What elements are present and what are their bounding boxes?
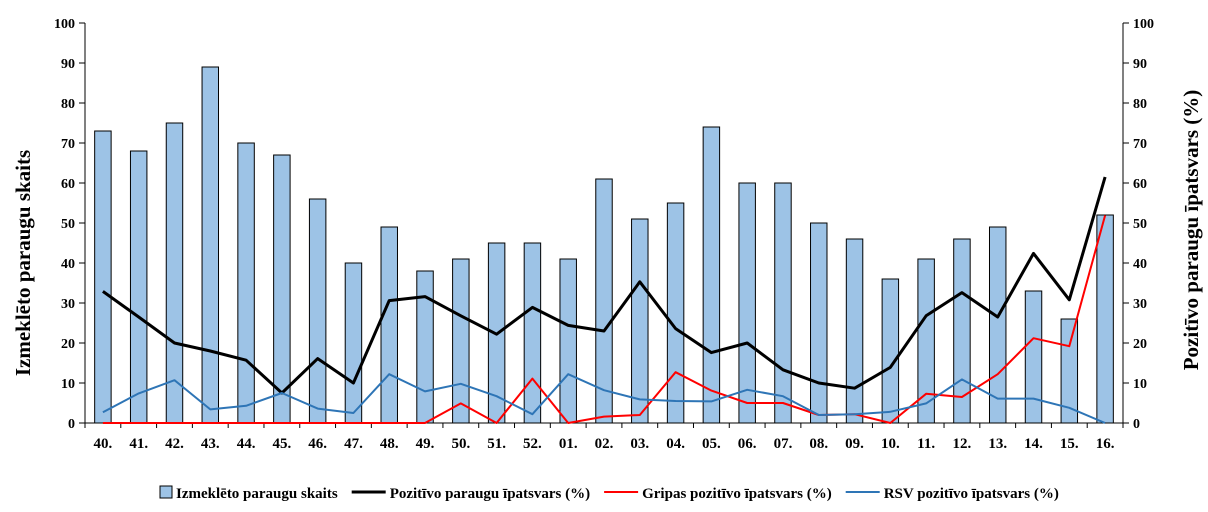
y-tick-label-left: 10 [61,377,75,392]
x-tick-label: 43. [201,436,220,452]
legend-entry-label: Pozitīvo paraugu īpatsvars (%) [390,486,590,502]
y-tick-label-right: 70 [1133,137,1147,152]
y-tick-label-right: 10 [1133,377,1147,392]
bar [344,262,363,424]
line-series-path [102,176,1107,395]
bar [738,182,756,424]
y-tick-label-right: 90 [1133,57,1147,72]
y-tick-label-left: 0 [68,417,75,432]
bar [774,182,792,424]
bar [416,270,434,424]
x-tick-label: 48. [380,436,399,452]
legend-swatch [159,485,173,499]
x-tick-label: 14. [1024,436,1043,452]
y-tick-label-left: 60 [61,177,75,192]
bar [988,226,1007,424]
bar [94,130,112,424]
y-axis-left-label: Izmeklēto paraugu skaits [11,150,35,376]
bar [810,222,828,424]
bar [1024,290,1043,424]
x-tick-label: 40. [94,436,113,452]
bar [666,202,685,424]
x-tick-label: 10. [881,436,900,452]
bar [845,238,864,424]
bar [917,258,935,424]
legend-entry-label: Gripas pozitīvo īpatsvars (%) [642,486,832,502]
x-tick-label: 05. [702,436,721,452]
y-tick-label-left: 50 [61,217,75,232]
x-tick-label: 03. [630,436,649,452]
bar [129,150,148,424]
x-tick-label: 41. [129,436,148,452]
bar [1096,214,1114,424]
x-tick-label: 01. [559,436,578,452]
line-series-path [102,373,1106,424]
y-tick-label-left: 20 [61,337,75,352]
bar [559,258,577,424]
x-tick-label: 16. [1096,436,1115,452]
x-tick-label: 49. [416,436,435,452]
bar [380,226,398,424]
bar [523,242,542,424]
bar [201,66,220,424]
y-tick-label-left: 80 [61,97,75,112]
x-tick-label: 11. [917,436,935,452]
x-tick-label: 07. [774,436,793,452]
x-tick-label: 45. [272,436,291,452]
line-series [102,176,1107,424]
y-tick-label-right: 0 [1133,417,1140,432]
y-tick-label-right: 80 [1133,97,1147,112]
x-tick-label: 51. [487,436,506,452]
bar [881,278,900,424]
y-axis-right-label: Pozitīvo paraugu īpatsvars (%) [1179,90,1203,371]
y-tick-label-right: 60 [1133,177,1147,192]
x-tick-label: 46. [308,436,327,452]
x-tick-label: 13. [988,436,1007,452]
y-tick-label-left: 90 [61,57,75,72]
x-tick-label: 47. [344,436,363,452]
x-tick-label: 08. [809,436,828,452]
y-tick-labels: 0 0 10 10 20 20 30 30 40 40 50 50 60 60 70 70 80 80 90 90 10… [54,17,1154,432]
legend-entry-label: RSV pozitīvo īpatsvars (%) [884,486,1059,502]
x-tick-label: 02. [595,436,614,452]
bar-series [94,66,1114,424]
x-tick-label: 09. [845,436,864,452]
bar [165,122,184,424]
x-tick-label: 15. [1060,436,1079,452]
legend-entry-label: Izmeklēto paraugu skaits [176,486,338,502]
y-tick-label-right: 20 [1133,337,1147,352]
bar [452,258,470,424]
x-tick-label: 42. [165,436,184,452]
y-tick-label-right: 100 [1133,17,1154,32]
x-tick-label: 12. [953,436,972,452]
bar [631,218,649,424]
x-tick-label: 04. [666,436,685,452]
x-tick-label: 52. [523,436,542,452]
bar [702,126,721,424]
bar [308,198,327,424]
legend: Izmeklēto paraugu skaits Pozitīvo paraugu… [159,485,1059,502]
y-tick-label-left: 40 [61,257,75,272]
y-tick-label-right: 40 [1133,257,1147,272]
y-tick-label-left: 30 [61,297,75,312]
bar [237,142,255,424]
y-tick-label-right: 50 [1133,217,1147,232]
x-tick-label: 50. [451,436,470,452]
x-tick-label: 06. [738,436,757,452]
bar [953,238,971,424]
x-tick-label: 44. [237,436,256,452]
bar [595,178,613,424]
y-tick-label-left: 70 [61,137,75,152]
y-tick-label-left: 100 [54,17,75,32]
x-tick-labels: 40. 41. 42. 43. 44. 45. 46. 47. 48. 49. 50. 51. 52. 0… [94,436,1115,452]
y-tick-label-right: 30 [1133,297,1147,312]
bar [273,154,291,424]
